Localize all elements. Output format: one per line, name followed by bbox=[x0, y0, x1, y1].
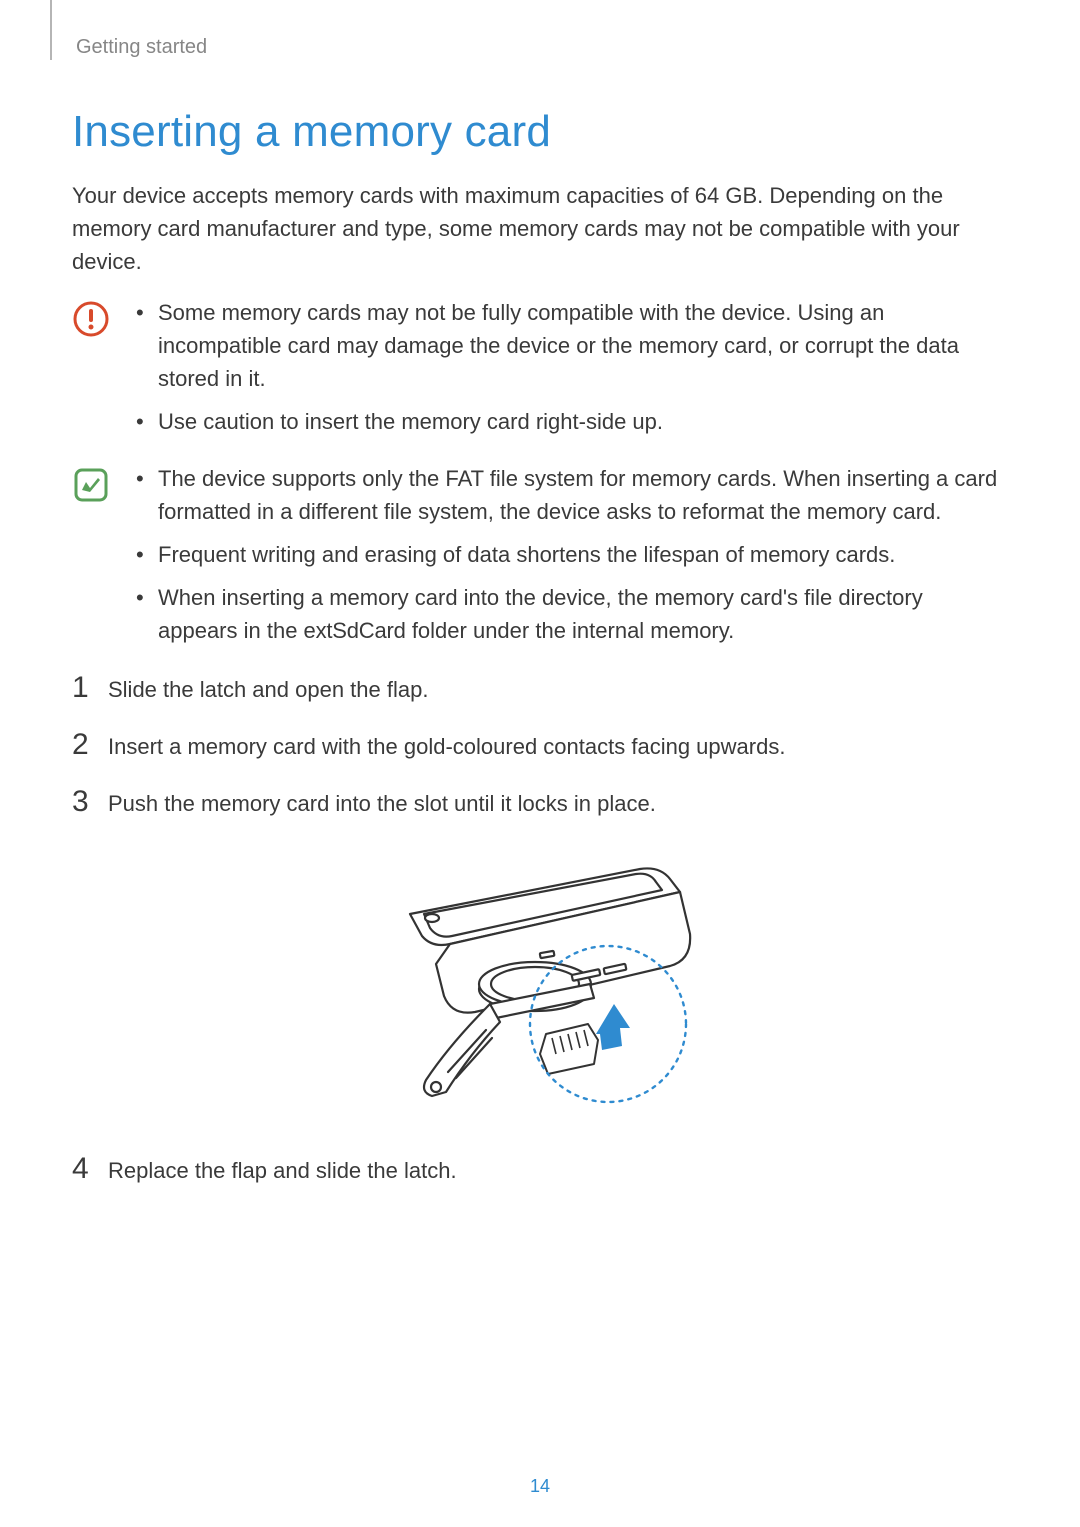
steps-list-continued: 4 Replace the flap and slide the latch. bbox=[72, 1154, 1008, 1187]
note-notice: The device supports only the FAT file sy… bbox=[72, 462, 1008, 657]
note-icon bbox=[72, 462, 132, 504]
step-number: 3 bbox=[72, 787, 108, 817]
warning-item: Some memory cards may not be fully compa… bbox=[132, 296, 1008, 395]
warning-notice: Some memory cards may not be fully compa… bbox=[72, 296, 1008, 448]
step-number: 1 bbox=[72, 673, 108, 703]
device-illustration bbox=[72, 844, 1008, 1124]
step-number: 2 bbox=[72, 730, 108, 760]
breadcrumb: Getting started bbox=[76, 36, 1008, 59]
step: 2 Insert a memory card with the gold-col… bbox=[72, 730, 1008, 763]
step-text: Insert a memory card with the gold-colou… bbox=[108, 730, 785, 763]
note-item: When inserting a memory card into the de… bbox=[132, 581, 1008, 647]
step-text: Push the memory card into the slot until… bbox=[108, 787, 656, 820]
step: 3 Push the memory card into the slot unt… bbox=[72, 787, 1008, 820]
page-title: Inserting a memory card bbox=[72, 107, 1008, 157]
note-item: The device supports only the FAT file sy… bbox=[132, 462, 1008, 528]
note-item: Frequent writing and erasing of data sho… bbox=[132, 538, 1008, 571]
note-list: The device supports only the FAT file sy… bbox=[132, 462, 1008, 647]
step-text: Replace the flap and slide the latch. bbox=[108, 1154, 457, 1187]
warning-icon bbox=[72, 296, 132, 338]
step: 4 Replace the flap and slide the latch. bbox=[72, 1154, 1008, 1187]
step-text: Slide the latch and open the flap. bbox=[108, 673, 428, 706]
intro-paragraph: Your device accepts memory cards with ma… bbox=[72, 179, 1008, 278]
page-number: 14 bbox=[0, 1476, 1080, 1497]
steps-list: 1 Slide the latch and open the flap. 2 I… bbox=[72, 673, 1008, 820]
warning-list: Some memory cards may not be fully compa… bbox=[132, 296, 1008, 438]
step-number: 4 bbox=[72, 1154, 108, 1184]
warning-item: Use caution to insert the memory card ri… bbox=[132, 405, 1008, 438]
step: 1 Slide the latch and open the flap. bbox=[72, 673, 1008, 706]
